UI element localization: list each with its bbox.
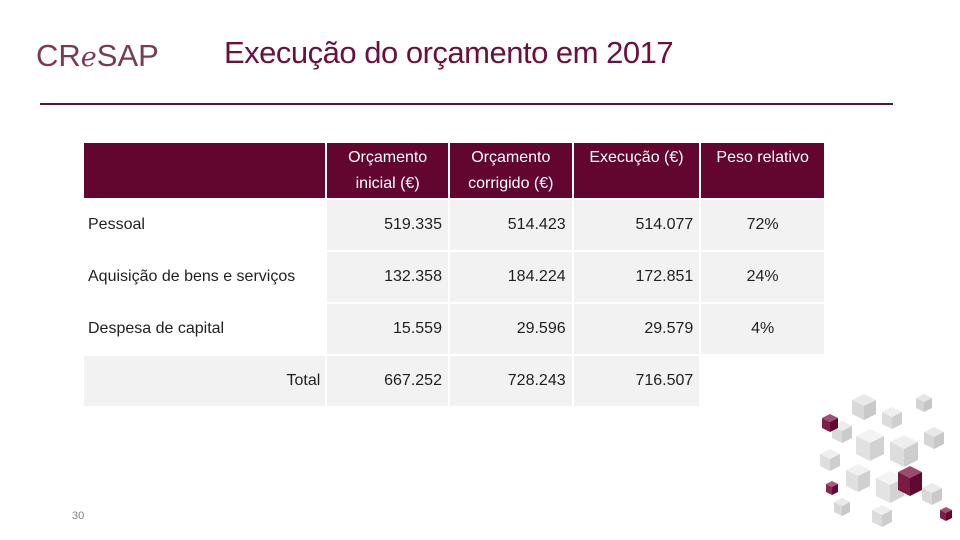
- title-divider: [40, 103, 893, 105]
- table-row: Despesa de capital 15.559 29.596 29.579 …: [84, 304, 824, 354]
- cell-inicial: 15.559: [327, 304, 448, 354]
- header-peso-relativo: Peso relativo: [701, 143, 824, 198]
- cell-corrigido: 29.596: [449, 304, 572, 354]
- slide-title: Execução do orçamento em 2017: [224, 35, 674, 70]
- cell-inicial: 519.335: [327, 200, 448, 250]
- cell-execucao: 29.579: [573, 304, 700, 354]
- table-total-row: Total 667.252 728.243 716.507: [84, 356, 824, 406]
- total-corrigido: 728.243: [449, 356, 572, 406]
- decorative-cubes-graphic: [820, 394, 952, 527]
- cell-peso: 72%: [701, 200, 824, 250]
- total-inicial: 667.252: [327, 356, 448, 406]
- row-label: Despesa de capital: [84, 304, 326, 354]
- cresap-logo: CReSAP: [36, 38, 159, 73]
- total-label: Total: [84, 356, 326, 406]
- total-peso: [701, 356, 824, 406]
- cell-corrigido: 184.224: [449, 252, 572, 302]
- cell-corrigido: 514.423: [449, 200, 572, 250]
- cell-peso: 24%: [701, 252, 824, 302]
- cell-inicial: 132.358: [327, 252, 448, 302]
- header-blank: [84, 143, 326, 198]
- cell-peso: 4%: [701, 304, 824, 354]
- budget-table: Orçamento inicial (€) Orçamento corrigid…: [82, 141, 826, 408]
- cell-execucao: 172.851: [573, 252, 700, 302]
- header-orcamento-inicial: Orçamento inicial (€): [327, 143, 448, 198]
- row-label: Pessoal: [84, 200, 326, 250]
- total-execucao: 716.507: [573, 356, 700, 406]
- header-orcamento-corrigido: Orçamento corrigido (€): [449, 143, 572, 198]
- cell-execucao: 514.077: [573, 200, 700, 250]
- row-label: Aquisição de bens e serviços: [84, 252, 326, 302]
- header-execucao: Execução (€): [573, 143, 700, 198]
- table-header-row: Orçamento inicial (€) Orçamento corrigid…: [84, 143, 824, 198]
- table-row: Aquisição de bens e serviços 132.358 184…: [84, 252, 824, 302]
- page-number: 30: [72, 510, 85, 522]
- table-row: Pessoal 519.335 514.423 514.077 72%: [84, 200, 824, 250]
